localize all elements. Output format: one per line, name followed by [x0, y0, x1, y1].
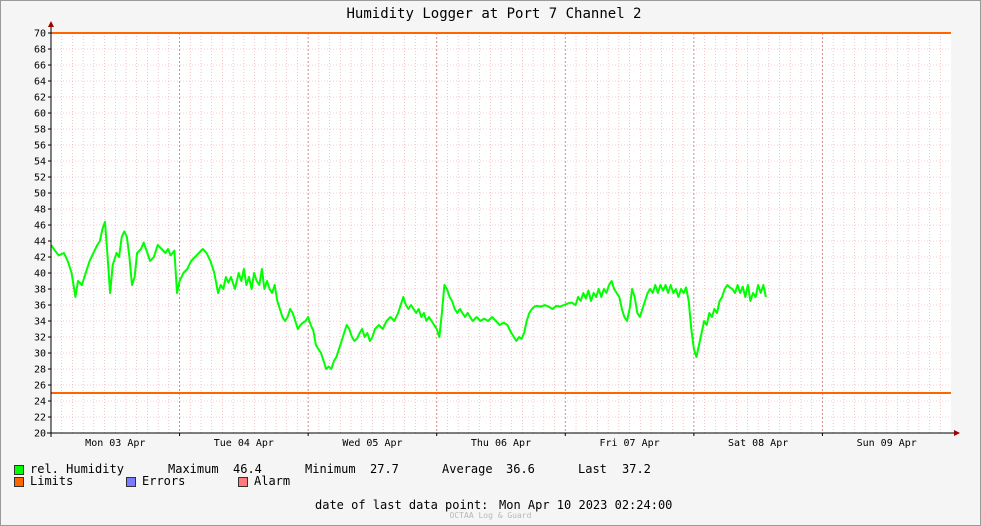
y-tick-label: 32	[34, 333, 46, 344]
last-data-point-value: Mon Apr 10 2023 02:24:00	[499, 498, 673, 512]
y-tick-label: 44	[34, 237, 46, 248]
y-tick-label: 54	[34, 157, 46, 168]
y-tick-label: 34	[34, 317, 46, 328]
maximum-label: Maximum	[168, 462, 219, 476]
humidity-legend-label: rel. Humidity	[30, 462, 124, 476]
chart-title: Humidity Logger at Port 7 Channel 2	[346, 6, 641, 22]
y-tick-label: 62	[34, 93, 46, 104]
last-value: 37.2	[622, 462, 651, 476]
y-tick-label: 60	[34, 109, 46, 120]
y-tick-label: 50	[34, 189, 46, 200]
y-tick-label: 56	[34, 141, 46, 152]
x-axis-arrow	[954, 430, 960, 436]
errors-legend-label: Errors	[142, 474, 186, 488]
average-value: 36.6	[506, 462, 535, 476]
alarm-legend-label: Alarm	[254, 474, 291, 488]
y-tick-label: 48	[34, 205, 46, 216]
y-tick-label: 26	[34, 381, 46, 392]
x-tick-label: Wed 05 Apr	[342, 438, 402, 449]
y-tick-label: 24	[34, 397, 46, 408]
x-tick-label: Sat 08 Apr	[728, 438, 788, 449]
x-tick-label: Fri 07 Apr	[599, 438, 659, 449]
humidity-chart: 20 22 24 26 28 30 32 34 36 38 40 42 44 46 48 50 52 54 56 58…	[34, 6, 960, 449]
y-tick-label: 52	[34, 173, 46, 184]
minimum-value: 27.7	[370, 462, 399, 476]
y-tick-labels: 20 22 24 26 28 30 32 34 36 38 40 42 44 46 48 50 52 54 56 58…	[34, 29, 51, 440]
y-tick-label: 64	[34, 77, 46, 88]
x-tick-label: Thu 06 Apr	[471, 438, 531, 449]
y-tick-label: 36	[34, 301, 46, 312]
x-tick-labels: Mon 03 Apr Tue 04 Apr Wed 05 Apr Thu 06 Apr…	[85, 433, 917, 449]
y-tick-label: 68	[34, 45, 46, 56]
last-label: Last	[578, 462, 607, 476]
last-data-point-label: date of last data point:	[315, 498, 489, 512]
y-tick-label: 20	[34, 429, 46, 440]
x-tick-label: Tue 04 Apr	[214, 438, 274, 449]
y-tick-label: 46	[34, 221, 46, 232]
y-tick-label: 66	[34, 61, 46, 72]
errors-legend-swatch	[126, 477, 136, 487]
watermark: OCTAA Log & Guard	[449, 511, 532, 520]
y-tick-label: 28	[34, 365, 46, 376]
limit-lines	[51, 32, 951, 394]
average-label: Average	[442, 462, 493, 476]
limits-legend-label: Limits	[30, 474, 74, 488]
humidity-series-line	[50, 220, 767, 370]
limits-legend-swatch	[14, 477, 24, 487]
y-tick-label: 22	[34, 413, 46, 424]
humidity-legend-swatch	[14, 465, 24, 475]
y-tick-label: 40	[34, 269, 46, 280]
y-tick-label: 42	[34, 253, 46, 264]
x-tick-label: Sun 09 Apr	[857, 438, 917, 449]
alarm-legend-swatch	[238, 477, 248, 487]
y-tick-label: 58	[34, 125, 46, 136]
y-axis-arrow	[48, 21, 54, 27]
y-tick-label: 70	[34, 29, 46, 40]
maximum-value: 46.4	[233, 462, 262, 476]
y-tick-label: 38	[34, 285, 46, 296]
x-tick-label: Mon 03 Apr	[85, 438, 145, 449]
minimum-label: Minimum	[305, 462, 356, 476]
y-tick-label: 30	[34, 349, 46, 360]
